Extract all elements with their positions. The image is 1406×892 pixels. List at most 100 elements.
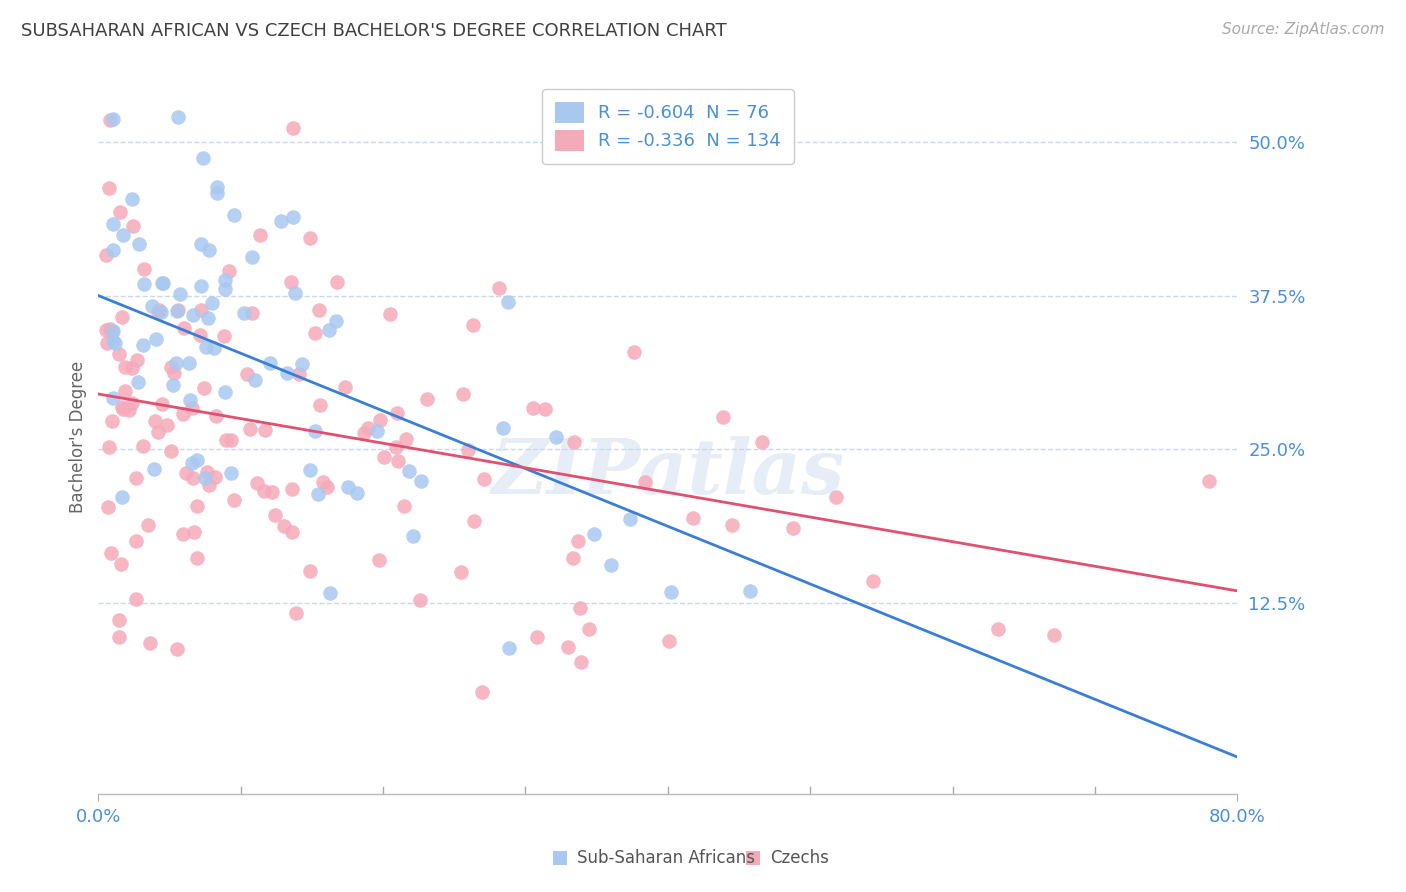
- Point: [291, 357, 314, 371]
- Point: [132, 338, 155, 352]
- Point: [634, 475, 657, 490]
- Point: [416, 392, 439, 407]
- Point: [337, 480, 360, 494]
- Point: [623, 345, 645, 359]
- Point: [110, 204, 132, 219]
- Point: [862, 574, 884, 588]
- Point: [259, 356, 281, 370]
- Point: [108, 346, 131, 360]
- Point: [281, 482, 304, 496]
- Point: [243, 373, 266, 387]
- Point: [136, 518, 159, 533]
- Point: [987, 622, 1010, 636]
- Point: [659, 585, 682, 599]
- Point: [281, 210, 304, 224]
- Point: [402, 529, 425, 543]
- Point: [198, 243, 221, 257]
- Point: [97, 440, 120, 454]
- Point: [104, 336, 127, 351]
- Point: [569, 656, 592, 670]
- Point: [166, 304, 188, 318]
- Point: [148, 425, 170, 439]
- Point: [183, 524, 205, 539]
- Point: [385, 441, 408, 455]
- Point: [101, 324, 124, 338]
- Point: [398, 464, 420, 478]
- Point: [101, 112, 124, 126]
- Point: [472, 472, 495, 486]
- Point: [368, 553, 391, 567]
- Point: [599, 558, 621, 572]
- Point: [167, 110, 190, 124]
- Point: [283, 121, 305, 136]
- Point: [353, 426, 375, 441]
- Point: [101, 324, 124, 338]
- Point: [186, 499, 208, 513]
- Point: [720, 517, 742, 532]
- Point: [239, 422, 262, 436]
- Text: Sub-Saharan Africans: Sub-Saharan Africans: [576, 849, 755, 867]
- Point: [246, 476, 269, 491]
- Point: [205, 186, 228, 201]
- Point: [94, 247, 117, 261]
- Point: [262, 485, 284, 500]
- Point: [562, 434, 585, 449]
- Point: [825, 491, 848, 505]
- Point: [284, 286, 307, 301]
- Point: [215, 433, 238, 447]
- Point: [214, 273, 236, 287]
- Point: [307, 487, 329, 501]
- Point: [101, 391, 124, 405]
- Point: [190, 236, 212, 251]
- Point: [471, 685, 494, 699]
- Point: [378, 307, 401, 321]
- Point: [498, 640, 520, 655]
- Point: [325, 314, 347, 328]
- Point: [299, 564, 322, 578]
- Point: [395, 433, 418, 447]
- Point: [534, 401, 557, 416]
- Point: [357, 421, 380, 435]
- Point: [205, 180, 228, 194]
- Point: [619, 512, 641, 526]
- Point: [98, 113, 121, 128]
- Point: [148, 303, 170, 318]
- Point: [121, 360, 143, 375]
- Point: [142, 462, 165, 476]
- Point: [193, 381, 215, 395]
- Point: [121, 192, 143, 206]
- Point: [179, 355, 201, 369]
- Legend: R = -0.604  N = 76, R = -0.336  N = 134: R = -0.604 N = 76, R = -0.336 N = 134: [543, 89, 793, 163]
- Point: [496, 294, 519, 309]
- Point: [368, 412, 391, 426]
- Point: [276, 367, 298, 381]
- Point: [132, 439, 155, 453]
- Point: [263, 508, 285, 522]
- Point: [270, 213, 292, 227]
- Point: [169, 287, 191, 301]
- Point: [204, 470, 226, 484]
- Point: [304, 326, 326, 341]
- Point: [94, 323, 117, 337]
- Point: [285, 606, 308, 620]
- Point: [346, 486, 368, 500]
- Point: [218, 264, 240, 278]
- Point: [111, 310, 134, 325]
- Point: [111, 228, 134, 243]
- Point: [1198, 474, 1220, 488]
- Point: [544, 430, 567, 444]
- Point: [139, 636, 162, 650]
- Point: [214, 283, 236, 297]
- Point: [451, 387, 474, 401]
- Point: [299, 231, 322, 245]
- Point: [214, 384, 236, 399]
- Point: [463, 318, 485, 332]
- Point: [249, 228, 271, 243]
- Point: [108, 630, 131, 644]
- Point: [212, 329, 235, 343]
- Point: [562, 551, 585, 566]
- Point: [325, 276, 347, 290]
- Point: [387, 454, 409, 468]
- Point: [108, 613, 131, 627]
- Point: [150, 397, 173, 411]
